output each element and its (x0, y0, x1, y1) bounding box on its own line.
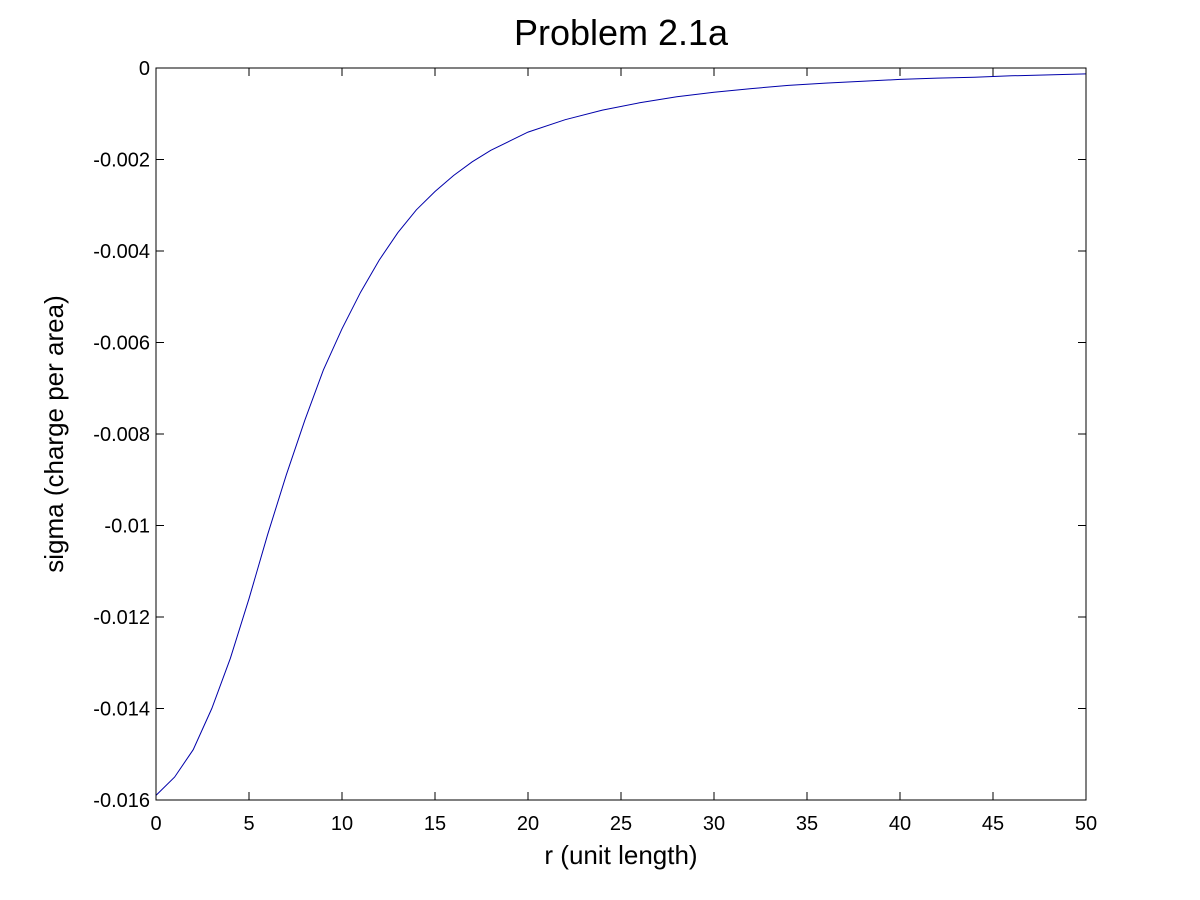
x-tick-label: 30 (703, 813, 725, 835)
y-axis-label: sigma (charge per area) (39, 295, 69, 572)
x-tick-label: 15 (424, 813, 446, 835)
y-tick-label: -0.01 (104, 516, 150, 538)
x-tick-label: 50 (1075, 813, 1097, 835)
plot-area (156, 68, 1086, 800)
x-tick-label: 40 (889, 813, 911, 835)
tick-labels: 0 5 10 15 20 25 30 35 40 45 50 0 -0.002 -0.004 -0.006 -… (93, 58, 1097, 835)
y-tick-label: -0.012 (93, 607, 150, 629)
x-tick-label: 5 (243, 813, 254, 835)
y-tick-label: -0.008 (93, 424, 150, 446)
x-tick-label: 25 (610, 813, 632, 835)
x-tick-label: 35 (796, 813, 818, 835)
y-tick-label: 0 (139, 58, 150, 80)
series-line (155, 73, 1087, 796)
x-axis-label: r (unit length) (544, 840, 697, 870)
y-tick-label: -0.004 (93, 241, 150, 263)
plot-frame (155, 67, 1087, 801)
y-tick-label: -0.014 (93, 699, 150, 721)
x-tick-label: 20 (517, 813, 539, 835)
x-tick-label: 45 (982, 813, 1004, 835)
y-tick-label: -0.002 (93, 150, 150, 172)
x-tick-label: 0 (150, 813, 161, 835)
y-tick-label: -0.006 (93, 333, 150, 355)
chart-title: Problem 2.1a (514, 12, 729, 53)
y-tick-label: -0.016 (93, 790, 150, 812)
x-tick-label: 10 (331, 813, 353, 835)
